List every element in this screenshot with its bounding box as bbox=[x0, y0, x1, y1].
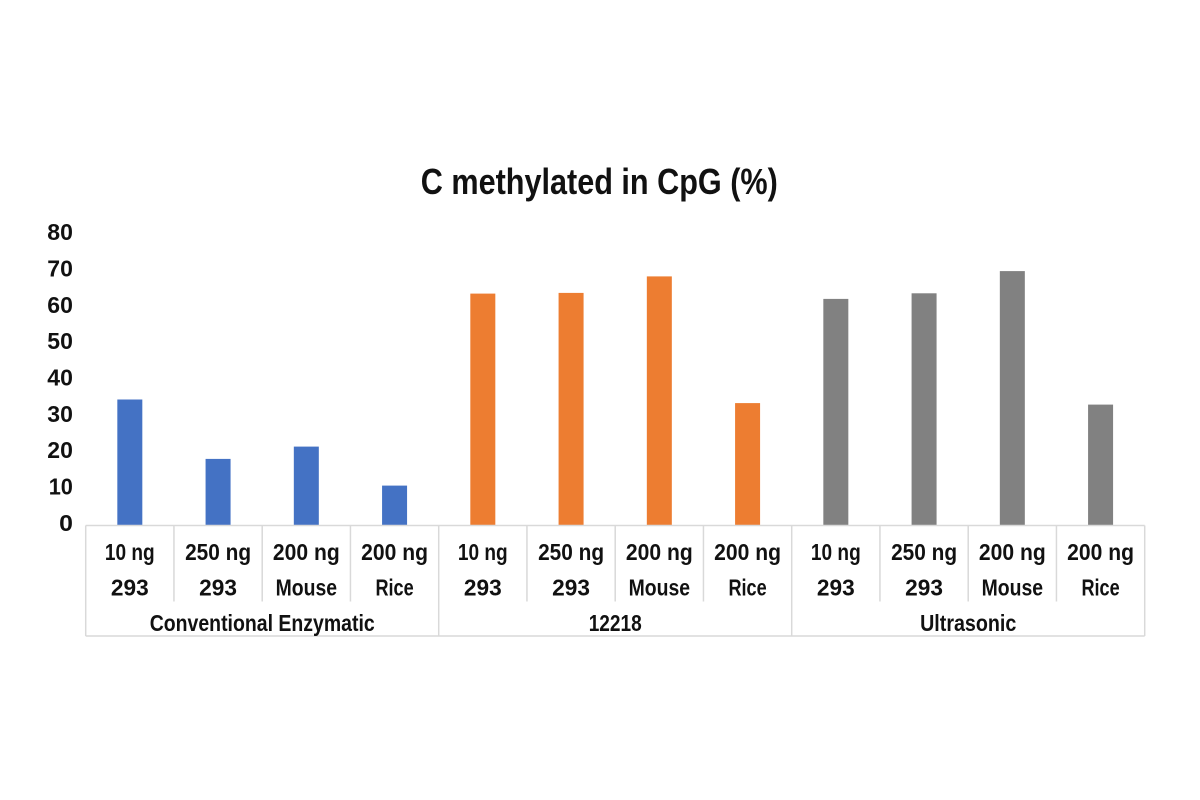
svg-text:12218: 12218 bbox=[589, 610, 642, 636]
svg-text:C methylated in CpG (%): C methylated in CpG (%) bbox=[421, 161, 778, 202]
svg-text:250 ng: 250 ng bbox=[891, 539, 957, 565]
svg-text:293: 293 bbox=[199, 575, 237, 601]
svg-text:293: 293 bbox=[905, 575, 943, 601]
svg-text:293: 293 bbox=[817, 575, 855, 601]
svg-text:50: 50 bbox=[47, 328, 73, 354]
svg-text:80: 80 bbox=[47, 219, 73, 245]
svg-text:Ultrasonic: Ultrasonic bbox=[920, 610, 1016, 636]
svg-text:Rice: Rice bbox=[1081, 575, 1119, 601]
svg-text:10 ng: 10 ng bbox=[811, 539, 861, 565]
svg-text:200 ng: 200 ng bbox=[273, 539, 340, 565]
svg-text:60: 60 bbox=[47, 292, 73, 318]
svg-text:Conventional Enzymatic: Conventional Enzymatic bbox=[150, 610, 375, 636]
svg-text:200 ng: 200 ng bbox=[979, 539, 1046, 565]
svg-text:Mouse: Mouse bbox=[629, 575, 690, 601]
svg-text:30: 30 bbox=[47, 401, 73, 427]
svg-text:Mouse: Mouse bbox=[276, 575, 337, 601]
svg-text:200 ng: 200 ng bbox=[361, 539, 428, 565]
svg-text:293: 293 bbox=[464, 575, 502, 601]
svg-text:200 ng: 200 ng bbox=[626, 539, 693, 565]
svg-text:20: 20 bbox=[47, 437, 73, 463]
svg-text:293: 293 bbox=[111, 575, 149, 601]
svg-text:0: 0 bbox=[59, 510, 73, 536]
svg-text:40: 40 bbox=[47, 365, 73, 391]
svg-text:10 ng: 10 ng bbox=[458, 539, 508, 565]
svg-text:200 ng: 200 ng bbox=[714, 539, 781, 565]
svg-text:Mouse: Mouse bbox=[982, 575, 1043, 601]
svg-text:70: 70 bbox=[47, 256, 73, 282]
svg-text:250 ng: 250 ng bbox=[185, 539, 251, 565]
svg-text:250 ng: 250 ng bbox=[538, 539, 604, 565]
svg-text:10: 10 bbox=[49, 474, 73, 500]
svg-text:10 ng: 10 ng bbox=[105, 539, 155, 565]
svg-text:Rice: Rice bbox=[375, 575, 413, 601]
svg-text:200 ng: 200 ng bbox=[1067, 539, 1134, 565]
svg-text:293: 293 bbox=[552, 575, 590, 601]
svg-text:Rice: Rice bbox=[728, 575, 766, 601]
